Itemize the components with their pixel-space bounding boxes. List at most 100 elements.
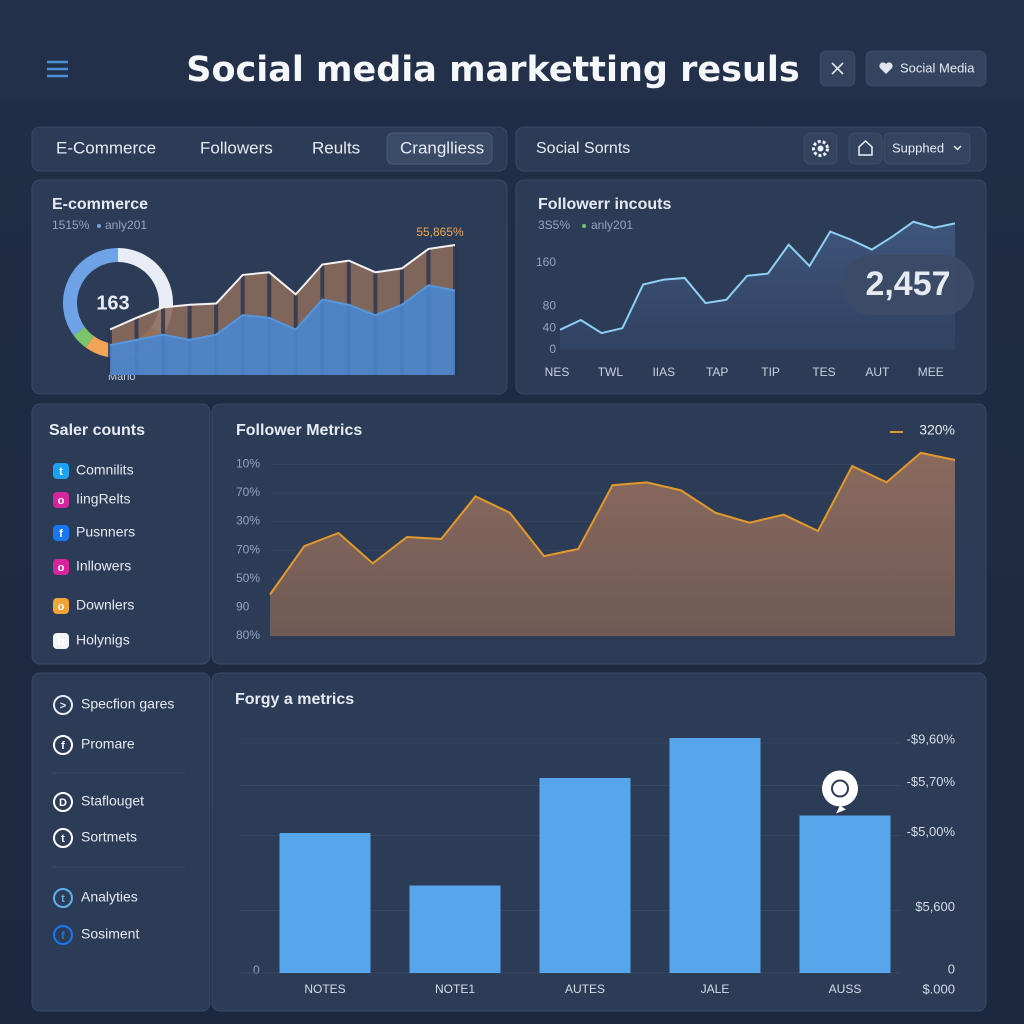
list-item[interactable]: Pusnners	[76, 524, 135, 540]
line	[269, 451, 956, 596]
icon-glyph: f	[59, 528, 63, 540]
y-tick-label: 0	[549, 342, 556, 356]
note: anly201	[105, 218, 147, 232]
axis-label: 0	[253, 963, 260, 977]
icon-glyph: o	[58, 562, 65, 574]
icon-glyph: f	[61, 740, 65, 752]
y-tick-label: 70%	[236, 542, 260, 556]
dropdown[interactable]	[883, 132, 971, 165]
area	[110, 285, 455, 375]
line	[109, 244, 456, 331]
menu-button[interactable]	[47, 60, 68, 78]
line	[109, 284, 456, 347]
x-tick-label: TIP	[761, 365, 780, 379]
x-tick-label: NES	[545, 365, 570, 379]
y-tick-label: -$5,00%	[907, 824, 956, 839]
icon	[53, 828, 73, 848]
donut-segment	[63, 248, 119, 336]
menu-panel	[31, 672, 211, 1012]
panel-title: E-commerce	[52, 196, 148, 213]
x-tick-label: AUTES	[565, 982, 605, 996]
icon-glyph: D	[59, 797, 67, 809]
icon	[53, 525, 69, 541]
tab[interactable]: Followers	[200, 138, 273, 157]
x-tick-label: AUT	[865, 365, 890, 379]
y-tick-label: 80	[543, 299, 557, 313]
icon	[53, 492, 69, 508]
donut-segment	[73, 326, 95, 348]
icon	[53, 598, 69, 614]
value-pill	[842, 255, 974, 315]
y-tick-label: -$5,70%	[907, 774, 956, 789]
x-tick-label: TES	[812, 365, 835, 379]
donut-value: 163	[96, 292, 129, 314]
panel-title: Follower Metrics	[236, 422, 362, 439]
panel-title: Followerr incouts	[538, 196, 671, 213]
page-title: Social media marketting resuls	[186, 50, 799, 90]
x-tick-label: TWL	[598, 365, 624, 379]
icon	[53, 735, 73, 755]
list-item[interactable]: Analyties	[81, 889, 138, 905]
settings-button[interactable]	[803, 132, 838, 165]
axis-label: $.000	[922, 981, 955, 996]
badge-label: Social Media	[900, 60, 975, 75]
badge-button[interactable]	[865, 50, 987, 87]
y-tick-label: 30%	[236, 514, 260, 528]
icon	[53, 633, 69, 649]
list-item[interactable]: IingRelts	[76, 491, 130, 507]
comment-bubble	[836, 805, 846, 814]
y-tick-label: $5,600	[915, 899, 955, 914]
list-item[interactable]: Holynigs	[76, 632, 130, 648]
list-item[interactable]: Specfion gares	[81, 696, 174, 712]
peak-label: 55,865%	[416, 225, 464, 239]
y-tick-label: 10%	[236, 456, 260, 470]
y-tick-label: 40	[543, 320, 557, 334]
comment-bubble[interactable]	[822, 770, 858, 807]
list-item[interactable]: Promare	[81, 736, 135, 752]
tab[interactable]: E-Commerce	[56, 138, 156, 157]
list-item[interactable]: Downlers	[76, 597, 134, 613]
bar	[799, 815, 891, 973]
list-item[interactable]: Comnilits	[76, 462, 134, 478]
close-button[interactable]	[819, 50, 856, 87]
sales-panel	[31, 403, 211, 665]
x-tick-label: MEE	[918, 365, 944, 379]
list-item[interactable]: Sortmets	[81, 829, 137, 845]
bar	[669, 738, 761, 973]
x-tick-label: TAP	[706, 365, 728, 379]
panel-title: Forgy a metrics	[235, 691, 354, 708]
dot	[97, 224, 101, 228]
icon-glyph: h	[58, 636, 65, 648]
note: anly201	[591, 218, 633, 232]
y-tick-label: 50%	[236, 571, 260, 585]
icon	[53, 792, 73, 812]
list-item[interactable]: Sosiment	[81, 926, 139, 942]
x-tick-label: AUSS	[829, 982, 862, 996]
x-tick-label: IIAS	[652, 365, 675, 379]
icon-glyph: o	[58, 601, 65, 613]
bar	[409, 885, 501, 973]
icon-glyph: >	[60, 700, 66, 712]
active-tab[interactable]	[386, 132, 493, 165]
y-tick-label: -$9,60%	[907, 731, 956, 746]
home-button[interactable]	[848, 132, 883, 165]
icon-glyph: f	[61, 930, 65, 942]
area	[270, 452, 955, 636]
icon-glyph: t	[61, 893, 65, 905]
x-tick-label: JALE	[701, 982, 730, 996]
tab[interactable]: Reults	[312, 138, 360, 157]
legend-label: 320%	[919, 422, 955, 438]
area	[560, 221, 955, 350]
stat: 1515%	[52, 218, 90, 232]
panel-title: Saler counts	[49, 422, 145, 439]
comment-icon	[831, 779, 849, 798]
y-tick-label: 80%	[236, 628, 260, 642]
x-tick-label: NOTE1	[435, 982, 475, 996]
list-item[interactable]: Staflouget	[81, 793, 144, 809]
y-tick-label: 0	[948, 961, 955, 976]
list-item[interactable]: Inllowers	[76, 558, 131, 574]
icon-glyph: t	[59, 466, 63, 478]
tab[interactable]: Cranglliess	[400, 138, 484, 157]
icon	[53, 463, 69, 479]
